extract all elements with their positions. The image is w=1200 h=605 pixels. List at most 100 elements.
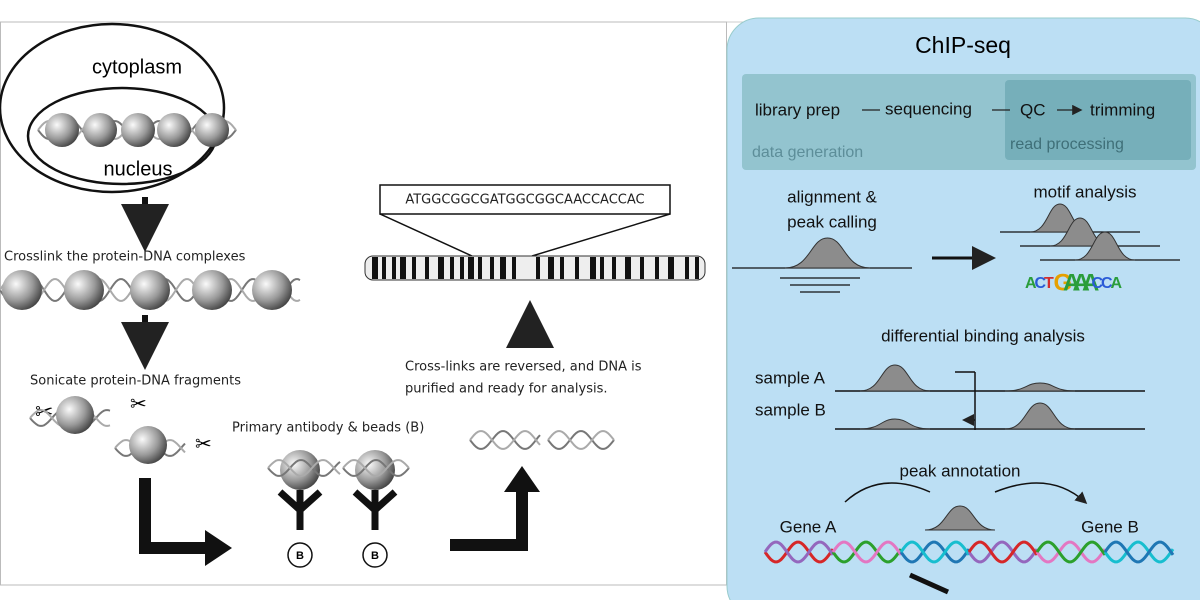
logo-letter: A xyxy=(1063,269,1080,296)
nucleosome xyxy=(355,450,395,490)
antibody xyxy=(277,489,398,530)
chromosome-band xyxy=(590,257,596,279)
nucleosome xyxy=(121,113,155,147)
bead xyxy=(362,542,388,568)
nucleosome xyxy=(192,270,232,310)
nucleosome xyxy=(2,270,42,310)
logo-letter: C xyxy=(1035,275,1047,292)
pointer xyxy=(908,572,950,595)
peak xyxy=(1004,402,1076,430)
chromosome-band xyxy=(478,257,482,279)
pipeline-step: sequencing xyxy=(885,99,972,118)
chromosome-band xyxy=(668,257,674,279)
sample-label: sample B xyxy=(755,400,826,419)
compare-bracket xyxy=(955,371,975,430)
sequence-box xyxy=(379,184,671,215)
gene-label: Gene B xyxy=(1081,517,1139,536)
chromosome-band xyxy=(490,257,494,279)
dna-strand xyxy=(342,459,410,477)
zoom-lines xyxy=(379,213,671,257)
dna-strand xyxy=(1035,540,1107,564)
step-label: Crosslink the protein-DNA complexes xyxy=(4,250,246,265)
peak xyxy=(924,505,996,531)
arrowhead xyxy=(504,466,540,492)
pipeline-step: trimming xyxy=(1090,100,1155,119)
nucleosome xyxy=(130,270,170,310)
group-label: data generation xyxy=(752,144,863,161)
dna-strand xyxy=(267,459,341,477)
chromosome-band xyxy=(412,257,416,279)
logo-letter: C xyxy=(1092,275,1104,292)
nucleosome xyxy=(157,113,191,147)
gene-label: Gene A xyxy=(780,517,837,536)
chromosome-band xyxy=(512,257,516,279)
step-label: Sonicate protein-DNA fragments xyxy=(30,374,241,389)
peak xyxy=(1074,231,1136,261)
chromosome-band xyxy=(460,257,464,279)
chromosome xyxy=(364,255,706,281)
left-panel xyxy=(0,21,727,586)
bead-label: B xyxy=(371,550,379,562)
dna-strand xyxy=(899,540,971,564)
dna-strand xyxy=(899,540,971,564)
chromosome-band xyxy=(536,257,540,279)
group-label: read processing xyxy=(1010,136,1124,153)
scissors: ✂ xyxy=(130,393,147,415)
nucleus-label: nucleus xyxy=(104,158,173,180)
dna-strand xyxy=(831,540,903,564)
chromosome-band xyxy=(438,257,444,279)
chromosome-band xyxy=(655,257,659,279)
chromosome-band xyxy=(612,257,616,279)
chromosome-band xyxy=(468,257,474,279)
logo-letter: A xyxy=(1025,275,1037,292)
nucleosome xyxy=(252,270,292,310)
logo-letter: C xyxy=(1101,275,1113,292)
annotation-arrows xyxy=(844,482,1085,502)
chromosome-band xyxy=(392,257,396,279)
logo-letter: T xyxy=(1044,275,1054,292)
peak xyxy=(859,418,931,430)
peak xyxy=(859,364,931,392)
dna-strand xyxy=(469,430,541,450)
chromosome-band xyxy=(382,257,386,279)
step-title: peak calling xyxy=(787,212,877,231)
nucleosome xyxy=(64,270,104,310)
nucleosome xyxy=(45,113,79,147)
chromosome-band xyxy=(625,257,631,279)
chromosome-band xyxy=(695,257,699,279)
nucleosome xyxy=(129,426,167,464)
step-label: Primary antibody & beads (B) xyxy=(232,421,424,436)
logo-letter: A xyxy=(1082,269,1099,296)
panel-title: ChIP-seq xyxy=(915,32,1011,58)
dna-strand xyxy=(1103,540,1175,564)
logo-letter: A xyxy=(1111,275,1123,292)
logo-letter: G xyxy=(1054,269,1073,296)
step-title: differential binding analysis xyxy=(881,326,1085,345)
chromosome-band xyxy=(450,257,454,279)
cytoplasm-outline xyxy=(0,22,226,194)
chromosome-band xyxy=(548,257,554,279)
step-label: Cross-links are reversed, and DNA is xyxy=(405,360,642,375)
peak xyxy=(1004,382,1076,392)
chromosome-band xyxy=(575,257,579,279)
arrow xyxy=(139,478,205,554)
pipeline-step: library prep xyxy=(755,100,840,119)
dna-strand xyxy=(342,459,410,477)
chromosome-band xyxy=(640,257,644,279)
dna-strand xyxy=(967,540,1039,564)
bead-label: B xyxy=(296,550,304,562)
dna-strand xyxy=(763,540,835,564)
chromosome-band xyxy=(685,257,689,279)
chromosome-band xyxy=(425,257,429,279)
chromosome-band xyxy=(560,257,564,279)
cytoplasm-label: cytoplasm xyxy=(92,56,182,78)
nucleosome xyxy=(56,396,94,434)
dna-strand xyxy=(763,540,835,564)
scissors: ✂ xyxy=(195,433,212,455)
dna-strand xyxy=(547,430,615,450)
nucleosome xyxy=(280,450,320,490)
step-title: peak annotation xyxy=(900,461,1021,480)
dna-strand xyxy=(547,430,615,450)
dna-strand xyxy=(1103,540,1175,564)
